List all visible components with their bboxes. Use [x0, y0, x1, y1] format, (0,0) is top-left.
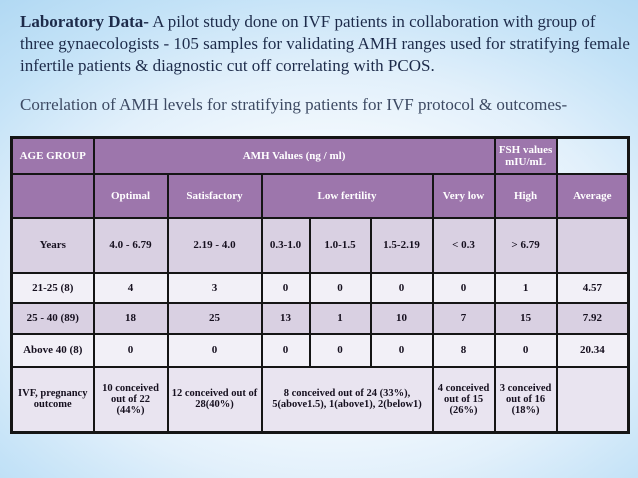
col-header-empty — [10, 172, 95, 219]
cell-value: 15 — [493, 301, 558, 335]
cell-value: 18 — [92, 301, 169, 335]
header-row-1: AGE GROUP AMH Values (ng / ml) FSH value… — [10, 136, 629, 175]
col-header-average: Average — [555, 172, 630, 219]
table-row-years: Years 4.0 - 6.79 2.19 - 4.0 0.3-1.0 1.0-… — [10, 216, 630, 274]
col-header-fsh-values: FSH values mIU/mL — [493, 136, 558, 175]
cell-fsh-average: 4.57 — [555, 271, 630, 304]
cell-value: 0 — [308, 332, 372, 368]
cell-years-label: Years — [10, 216, 95, 274]
table-row-ivf-outcome: IVF, pregnancy outcome 10 conceived out … — [10, 365, 630, 434]
cell-range-low2: 1.0-1.5 — [308, 216, 372, 274]
col-header-low-fertility: Low fertility — [260, 172, 434, 219]
cell-ivf-satisfactory: 12 conceived out of 28(40%) — [166, 365, 263, 434]
cell-value: 0 — [166, 332, 263, 368]
cell-value: 8 — [431, 332, 496, 368]
cell-range-satisfactory: 2.19 - 4.0 — [166, 216, 263, 274]
cell-value: 0 — [92, 332, 169, 368]
cell-range-high: > 6.79 — [493, 216, 558, 274]
header-row-2: Optimal Satisfactory Low fertility Very … — [10, 172, 630, 219]
cell-value: 0 — [260, 271, 311, 304]
cell-value: 25 — [166, 301, 263, 335]
title-block: Laboratory Data- A pilot study done on I… — [20, 11, 630, 116]
cell-ivf-fsh-empty — [555, 365, 630, 434]
cell-value: 0 — [369, 271, 434, 304]
title-body-text: A pilot study done on IVF patients in co… — [20, 12, 630, 76]
cell-ivf-label: IVF, pregnancy outcome — [10, 365, 95, 434]
cell-range-low1: 0.3-1.0 — [260, 216, 311, 274]
cell-value: 1 — [493, 271, 558, 304]
col-header-age-group: AGE GROUP — [10, 136, 95, 175]
table-row-21-25: 21-25 (8) 4 3 0 0 0 0 1 4.57 — [10, 271, 630, 304]
col-header-optimal: Optimal — [92, 172, 169, 219]
title-lead-bold: Laboratory Data- — [20, 12, 149, 31]
cell-range-optimal: 4.0 - 6.79 — [92, 216, 169, 274]
col-header-very-low: Very low — [431, 172, 496, 219]
table-row-25-40: 25 - 40 (89) 18 25 13 1 10 7 15 7.92 — [10, 301, 630, 335]
cell-ivf-optimal: 10 conceived out of 22 (44%) — [92, 365, 169, 434]
table-row-above-40: Above 40 (8) 0 0 0 0 0 8 0 20.34 — [10, 332, 630, 368]
cell-ivf-high: 3 conceived out of 16 (18%) — [493, 365, 558, 434]
cell-value: 0 — [369, 332, 434, 368]
cell-ivf-very-low: 4 conceived out of 15 (26%) — [431, 365, 496, 434]
cell-range-fsh-empty — [555, 216, 630, 274]
cell-value: 0 — [308, 271, 372, 304]
cell-age-label: Above 40 (8) — [10, 332, 95, 368]
slide-subtitle: Correlation of AMH levels for stratifyin… — [20, 95, 568, 115]
amh-fsh-table: AGE GROUP AMH Values (ng / ml) FSH value… — [10, 136, 631, 434]
cell-ivf-low-fertility: 8 conceived out of 24 (33%), 5(above1.5)… — [260, 365, 434, 434]
cell-value: 7 — [431, 301, 496, 335]
cell-value: 0 — [493, 332, 558, 368]
cell-range-low3: 1.5-2.19 — [369, 216, 434, 274]
cell-value: 3 — [166, 271, 263, 304]
slide-title: Laboratory Data- A pilot study done on I… — [20, 11, 630, 77]
cell-value: 1 — [308, 301, 372, 335]
cell-fsh-average: 20.34 — [555, 332, 630, 368]
col-header-high: High — [493, 172, 558, 219]
cell-age-label: 25 - 40 (89) — [10, 301, 95, 335]
cell-value: 4 — [92, 271, 169, 304]
cell-value: 13 — [260, 301, 311, 335]
cell-value: 0 — [260, 332, 311, 368]
col-header-amh-values: AMH Values (ng / ml) — [92, 136, 496, 175]
cell-fsh-average: 7.92 — [555, 301, 630, 335]
col-header-satisfactory: Satisfactory — [166, 172, 263, 219]
cell-age-label: 21-25 (8) — [10, 271, 95, 304]
cell-value: 0 — [431, 271, 496, 304]
cell-value: 10 — [369, 301, 434, 335]
cell-range-very-low: < 0.3 — [431, 216, 496, 274]
